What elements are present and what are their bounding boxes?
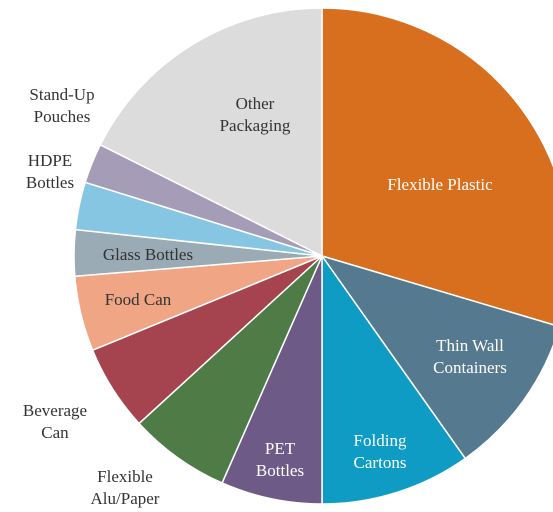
slice-label: Food Can <box>104 290 172 309</box>
slice-label-wrap: Food Can <box>83 276 193 324</box>
pie-slice <box>320 254 553 460</box>
slice-label-box: Glass Bottles <box>78 231 218 279</box>
pie-slice <box>99 7 323 258</box>
slice-label: PET Bottles <box>255 439 305 480</box>
slice-label-wrap: Glass Bottles <box>78 231 218 279</box>
slice-label-box: Other Packaging <box>205 91 305 139</box>
pie-slice <box>321 7 553 326</box>
slice-label-wrap: Thin Wall Containers <box>405 333 535 381</box>
slice-label: Flexible Plastic <box>387 175 493 194</box>
slice-label-box: Folding Cartons <box>335 428 425 476</box>
slice-label: Glass Bottles <box>102 245 194 264</box>
slice-label: Thin Wall Containers <box>433 336 507 377</box>
slice-label: Flexible Alu/Paper <box>90 467 160 508</box>
slice-label-box: Beverage Can <box>10 398 100 446</box>
slice-label-wrap: Flexible Alu/Paper <box>70 464 180 512</box>
slice-label: Other Packaging <box>219 94 291 135</box>
slice-label: HDPE Bottles <box>25 151 75 192</box>
slice-label-wrap: PET Bottles <box>250 436 310 484</box>
slice-label: Beverage Can <box>22 401 88 442</box>
slice-label-wrap: Stand-Up Pouches <box>12 82 112 130</box>
slice-label-box: Food Can <box>83 276 193 324</box>
slice-label: Folding Cartons <box>353 431 407 472</box>
slice-label-box: Flexible Plastic <box>385 161 495 209</box>
slice-label-wrap: Beverage Can <box>10 398 100 446</box>
slice-label-box: HDPE Bottles <box>10 148 90 196</box>
slice-label-wrap: HDPE Bottles <box>10 148 90 196</box>
pie-slice <box>321 253 467 505</box>
slice-label-box: Stand-Up Pouches <box>12 82 112 130</box>
slice-label-wrap: Folding Cartons <box>335 428 425 476</box>
slice-label-wrap: Flexible Plastic <box>385 161 495 209</box>
slice-label-wrap: Other Packaging <box>205 91 305 139</box>
slice-label-box: PET Bottles <box>250 436 310 484</box>
slice-label: Stand-Up Pouches <box>29 85 95 126</box>
slice-label-box: Flexible Alu/Paper <box>70 464 180 512</box>
slice-label-box: Thin Wall Containers <box>405 333 535 381</box>
